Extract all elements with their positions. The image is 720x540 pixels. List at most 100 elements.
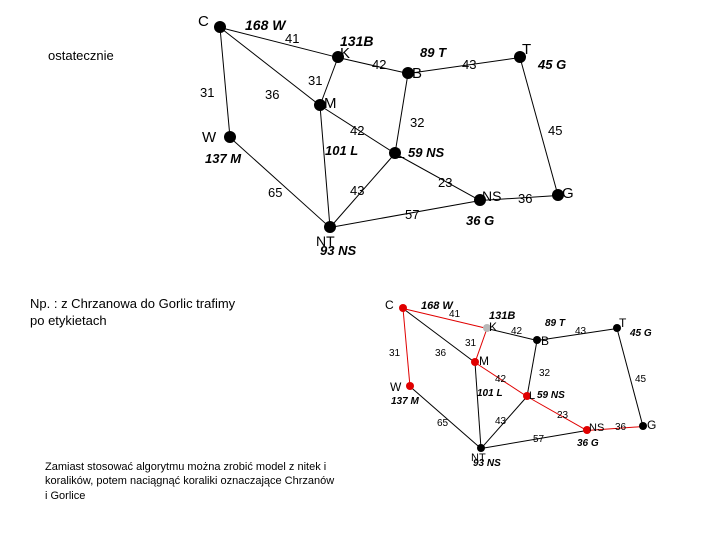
node-letter-L: L: [397, 145, 405, 161]
node-letter-T: T: [619, 316, 626, 330]
node-letter-K: K: [340, 45, 350, 62]
bold-label: 59 NS: [408, 145, 444, 160]
node-letter-NT: NT: [471, 452, 486, 464]
node-letter-T: T: [522, 41, 531, 58]
node-L: L: [523, 392, 531, 400]
node-M: M: [471, 358, 479, 366]
node-letter-M: M: [479, 354, 489, 368]
bold-label: 59 NS: [537, 390, 565, 401]
node-T: T: [613, 324, 621, 332]
node-L: L: [389, 147, 401, 159]
node-T: T: [514, 51, 526, 63]
node-dot-icon: [324, 221, 336, 233]
edge-label-B-T: 43: [575, 326, 586, 337]
edge-label-W-NT: 65: [268, 185, 282, 200]
bold-label: 89 T: [420, 45, 446, 60]
edge-label-B-L: 32: [410, 115, 424, 130]
edge-B-L: [395, 73, 409, 153]
node-dot-icon: [471, 358, 479, 366]
node-dot-icon: [477, 444, 485, 452]
node-NT: NT: [477, 444, 485, 452]
node-G: G: [552, 189, 564, 201]
node-dot-icon: [399, 304, 407, 312]
node-letter-C: C: [198, 13, 209, 30]
bold-label: 45 G: [538, 57, 566, 72]
edge-label-M-L: 42: [495, 374, 506, 385]
graph-main: 4131363142433242654323453657168 W131B89 …: [150, 15, 630, 255]
bold-label: 45 G: [630, 328, 652, 339]
edge-M-NT: [475, 362, 482, 448]
node-dot-icon: [224, 131, 236, 143]
edge-M-NT: [320, 105, 331, 227]
edge-label-NT-NS: 57: [533, 434, 544, 445]
node-letter-C: C: [385, 298, 394, 312]
node-letter-G: G: [647, 418, 656, 432]
bold-label: 168 W: [421, 300, 453, 312]
edge-label-C-K: 41: [285, 31, 299, 46]
edge-label-L-NS: 23: [438, 175, 452, 190]
edge-label-L-NS: 23: [557, 410, 568, 421]
edge-label-B-T: 43: [462, 57, 476, 72]
node-G: G: [639, 422, 647, 430]
edge-label-K-M: 31: [308, 73, 322, 88]
edge-label-L-NT: 43: [350, 183, 364, 198]
edge-label-T-G: 45: [548, 123, 562, 138]
node-dot-icon: [214, 21, 226, 33]
edge-B-L: [527, 340, 538, 396]
bold-label: 101 L: [477, 388, 503, 399]
edge-label-C-M: 36: [265, 87, 279, 102]
node-letter-NS: NS: [482, 188, 501, 204]
edge-label-K-B: 42: [511, 326, 522, 337]
node-letter-NS: NS: [589, 422, 604, 434]
node-dot-icon: [406, 382, 414, 390]
bold-label: 101 L: [325, 143, 358, 158]
edge-C-W: [220, 27, 231, 137]
node-letter-B: B: [412, 65, 422, 82]
edge-label-L-NT: 43: [495, 416, 506, 427]
edge-label-NT-NS: 57: [405, 207, 419, 222]
bold-label: 89 T: [545, 318, 565, 329]
edge-label-NS-G: 36: [518, 191, 532, 206]
edge-label-C-M: 36: [435, 348, 446, 359]
node-letter-M: M: [324, 95, 337, 112]
node-dot-icon: [533, 336, 541, 344]
node-letter-K: K: [489, 320, 497, 334]
text-ostatecznie: ostatecznie: [48, 48, 114, 63]
edge-label-K-M: 31: [465, 338, 476, 349]
edge-label-K-B: 42: [372, 57, 386, 72]
bold-label: 36 G: [466, 213, 494, 228]
edge-label-W-NT: 65: [437, 418, 448, 429]
node-NT: NT: [324, 221, 336, 233]
node-letter-W: W: [390, 380, 401, 394]
node-B: B: [533, 336, 541, 344]
graph-secondary: 4131363142433242654323453657168 W131B89 …: [355, 300, 695, 475]
edge-label-C-W: 31: [200, 85, 214, 100]
bold-label: 137 M: [391, 396, 419, 407]
node-dot-icon: [639, 422, 647, 430]
edge-W-NT: [230, 137, 331, 228]
node-B: B: [402, 67, 414, 79]
node-M: M: [314, 99, 326, 111]
node-letter-B: B: [541, 334, 549, 348]
edge-label-M-L: 42: [350, 123, 364, 138]
node-C: C: [214, 21, 226, 33]
node-letter-L: L: [529, 390, 535, 402]
bold-label: 168 W: [245, 17, 285, 33]
text-zamiast: Zamiast stosować algorytmu można zrobić …: [45, 460, 335, 503]
bold-label: 137 M: [205, 151, 241, 166]
node-W: W: [224, 131, 236, 143]
edge-label-B-L: 32: [539, 368, 550, 379]
edge-label-NS-G: 36: [615, 422, 626, 433]
node-C: C: [399, 304, 407, 312]
node-letter-NT: NT: [316, 233, 335, 249]
bold-label: 36 G: [577, 438, 599, 449]
text-np: Np. : z Chrzanowa do Gorlic trafimy po e…: [30, 296, 240, 330]
node-NS: NS: [583, 426, 591, 434]
node-W: W: [406, 382, 414, 390]
node-K: K: [332, 51, 344, 63]
node-NS: NS: [474, 194, 486, 206]
edge-label-T-G: 45: [635, 374, 646, 385]
node-letter-G: G: [562, 185, 574, 202]
edge-C-W: [403, 308, 411, 386]
node-letter-W: W: [202, 129, 216, 146]
